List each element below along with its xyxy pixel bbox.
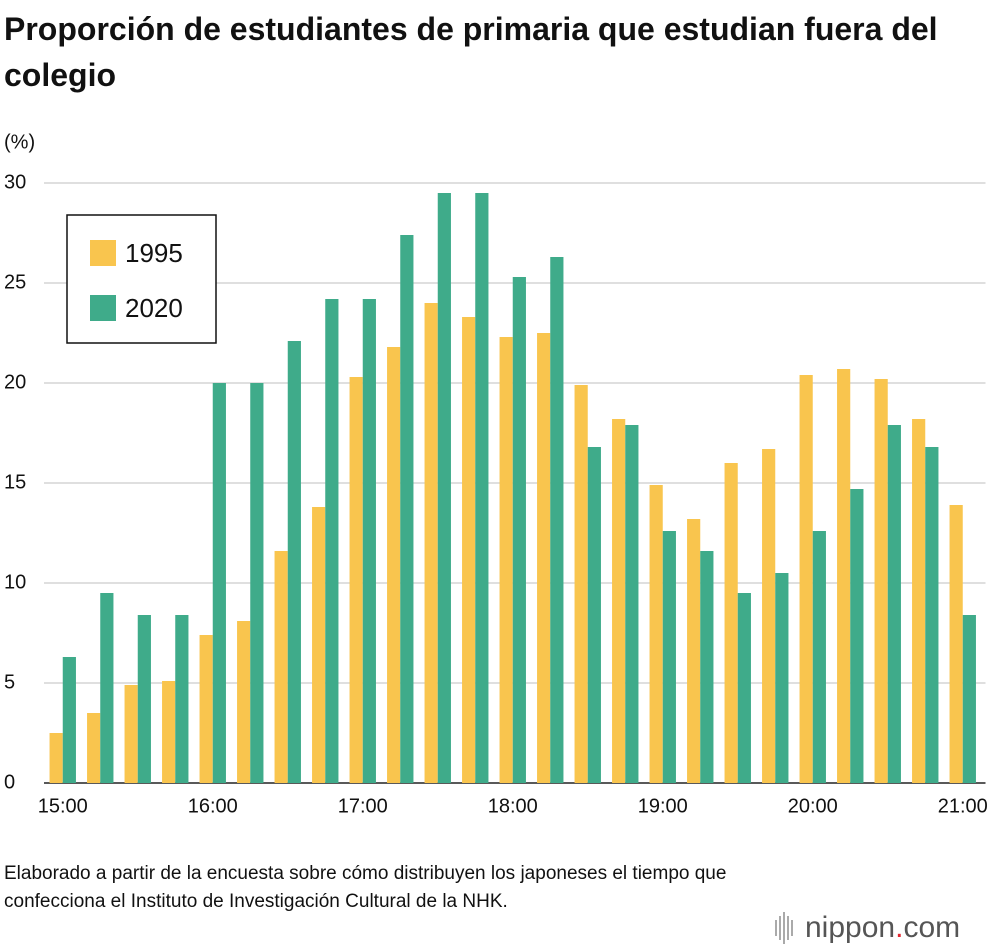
- bar: [124, 685, 138, 783]
- y-axis-label: (%): [4, 131, 35, 153]
- brand: nippon.com: [805, 911, 960, 944]
- bar: [87, 713, 101, 783]
- bar: [687, 519, 701, 783]
- bar: [49, 733, 63, 783]
- bar: [512, 277, 526, 783]
- bar: [812, 531, 826, 783]
- source-note: Elaborado a partir de la encuesta sobre …: [4, 863, 727, 912]
- bar: [612, 419, 626, 783]
- y-tick-label: 25: [4, 271, 26, 293]
- bar: [162, 681, 176, 783]
- brand-dot: .: [895, 911, 903, 944]
- legend-swatch: [90, 240, 116, 266]
- bar: [700, 551, 714, 783]
- bar: [499, 337, 513, 783]
- bar: [424, 303, 438, 783]
- bar: [312, 507, 326, 783]
- x-tick-label: 16:00: [188, 795, 238, 817]
- bar: [387, 347, 401, 783]
- legend-label: 1995: [125, 238, 183, 268]
- brand-name: nippon: [805, 911, 895, 944]
- bar: [175, 615, 189, 783]
- bar: [250, 383, 264, 783]
- bar: [462, 317, 476, 783]
- bar: [362, 299, 376, 783]
- bar: [962, 615, 976, 783]
- legend-swatch: [90, 295, 116, 321]
- bar: [837, 369, 851, 783]
- brand-icon: [775, 912, 793, 944]
- y-tick-label: 0: [4, 771, 15, 793]
- x-tick-label: 18:00: [488, 795, 538, 817]
- bar: [724, 463, 738, 783]
- bar: [100, 593, 114, 783]
- x-tick-label: 17:00: [338, 795, 388, 817]
- bar: [437, 193, 451, 783]
- legend-box: [66, 214, 217, 344]
- bar: [325, 299, 339, 783]
- bar: [587, 447, 601, 783]
- bar: [737, 593, 751, 783]
- x-tick-label: 21:00: [938, 795, 988, 817]
- bar: [887, 425, 901, 783]
- chart-title: Proporción de estudiantes de primaria qu…: [4, 11, 938, 93]
- bar: [287, 341, 301, 783]
- bar: [662, 531, 676, 783]
- bar: [850, 489, 864, 783]
- y-tick-label: 15: [4, 471, 26, 493]
- bar: [550, 257, 564, 783]
- bar: [574, 385, 588, 783]
- bar: [925, 447, 939, 783]
- bar: [349, 377, 363, 783]
- bar: [537, 333, 551, 783]
- x-tick-label: 15:00: [38, 795, 88, 817]
- bar: [475, 193, 489, 783]
- bar: [762, 449, 776, 783]
- bar: [199, 635, 213, 783]
- y-tick-label: 5: [4, 671, 15, 693]
- bar: [625, 425, 639, 783]
- x-tick-label: 19:00: [638, 795, 688, 817]
- y-tick-label: 10: [4, 571, 26, 593]
- x-tick-label: 20:00: [788, 795, 838, 817]
- y-tick-label: 30: [4, 171, 26, 193]
- bar: [874, 379, 888, 783]
- brand-suffix: com: [903, 911, 960, 944]
- bar: [649, 485, 663, 783]
- bar: [775, 573, 789, 783]
- bar: [62, 657, 76, 783]
- bar: [274, 551, 288, 783]
- bar: [949, 505, 963, 783]
- bar: [137, 615, 151, 783]
- legend-label: 2020: [125, 293, 183, 323]
- y-tick-label: 20: [4, 371, 26, 393]
- bar: [212, 383, 226, 783]
- bar: [912, 419, 926, 783]
- bar: [799, 375, 813, 783]
- bar: [237, 621, 251, 783]
- bar: [400, 235, 414, 783]
